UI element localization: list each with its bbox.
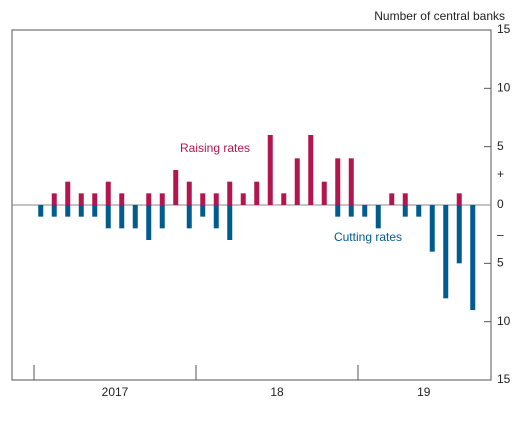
bar: [92, 193, 98, 205]
bar: [159, 193, 165, 205]
bar: [321, 181, 327, 205]
bar: [186, 181, 192, 205]
bar: [65, 181, 71, 205]
bar: [38, 205, 44, 217]
x-tick-label: 2017: [102, 385, 129, 399]
bar: [335, 158, 341, 205]
bar: [213, 205, 219, 229]
bar: [362, 205, 368, 217]
bar: [173, 170, 179, 205]
bar: [254, 181, 260, 205]
bar: [159, 205, 165, 229]
bar: [65, 205, 71, 217]
bar: [389, 193, 395, 205]
bar: [443, 205, 449, 299]
y-tick-label: 10: [497, 314, 511, 328]
bar: [78, 205, 84, 217]
bar: [213, 193, 219, 205]
bar: [105, 205, 111, 229]
y-tick-label: 15: [497, 22, 511, 36]
bar: [348, 158, 354, 205]
y-tick-label: 0: [497, 197, 504, 211]
y-tick-label: 5: [497, 256, 504, 270]
bar: [402, 193, 408, 205]
bar: [375, 205, 381, 229]
bar: [240, 193, 246, 205]
bar: [470, 205, 476, 310]
bar: [348, 205, 354, 217]
y-tick-label: 5: [497, 139, 504, 153]
bar: [267, 135, 273, 205]
sign-label: +: [497, 167, 504, 181]
bar: [146, 205, 152, 240]
bar: [105, 181, 111, 205]
bar: [146, 193, 152, 205]
sign-label: –: [497, 228, 504, 242]
bar: [294, 158, 300, 205]
bar: [416, 205, 422, 217]
x-tick-label: 19: [417, 385, 431, 399]
bar: [92, 205, 98, 217]
bar: [227, 181, 233, 205]
legend-label: Raising rates: [180, 141, 250, 155]
bar: [51, 205, 57, 217]
bar: [132, 205, 138, 229]
bar: [200, 205, 206, 217]
bar: [119, 205, 125, 229]
bar: [429, 205, 435, 252]
bar: [119, 193, 125, 205]
bar: [456, 193, 462, 205]
bar: [308, 135, 314, 205]
bar: [456, 205, 462, 264]
bar: [402, 205, 408, 217]
bar: [227, 205, 233, 240]
bar: [186, 205, 192, 229]
y-axis-label: Number of central banks: [374, 9, 505, 23]
bar: [200, 193, 206, 205]
legend-label: Cutting rates: [334, 230, 402, 244]
bar: [51, 193, 57, 205]
bar: [281, 193, 287, 205]
x-tick-label: 18: [270, 385, 284, 399]
y-tick-label: 15: [497, 372, 511, 386]
bar: [78, 193, 84, 205]
y-tick-label: 10: [497, 81, 511, 95]
bar: [335, 205, 341, 217]
